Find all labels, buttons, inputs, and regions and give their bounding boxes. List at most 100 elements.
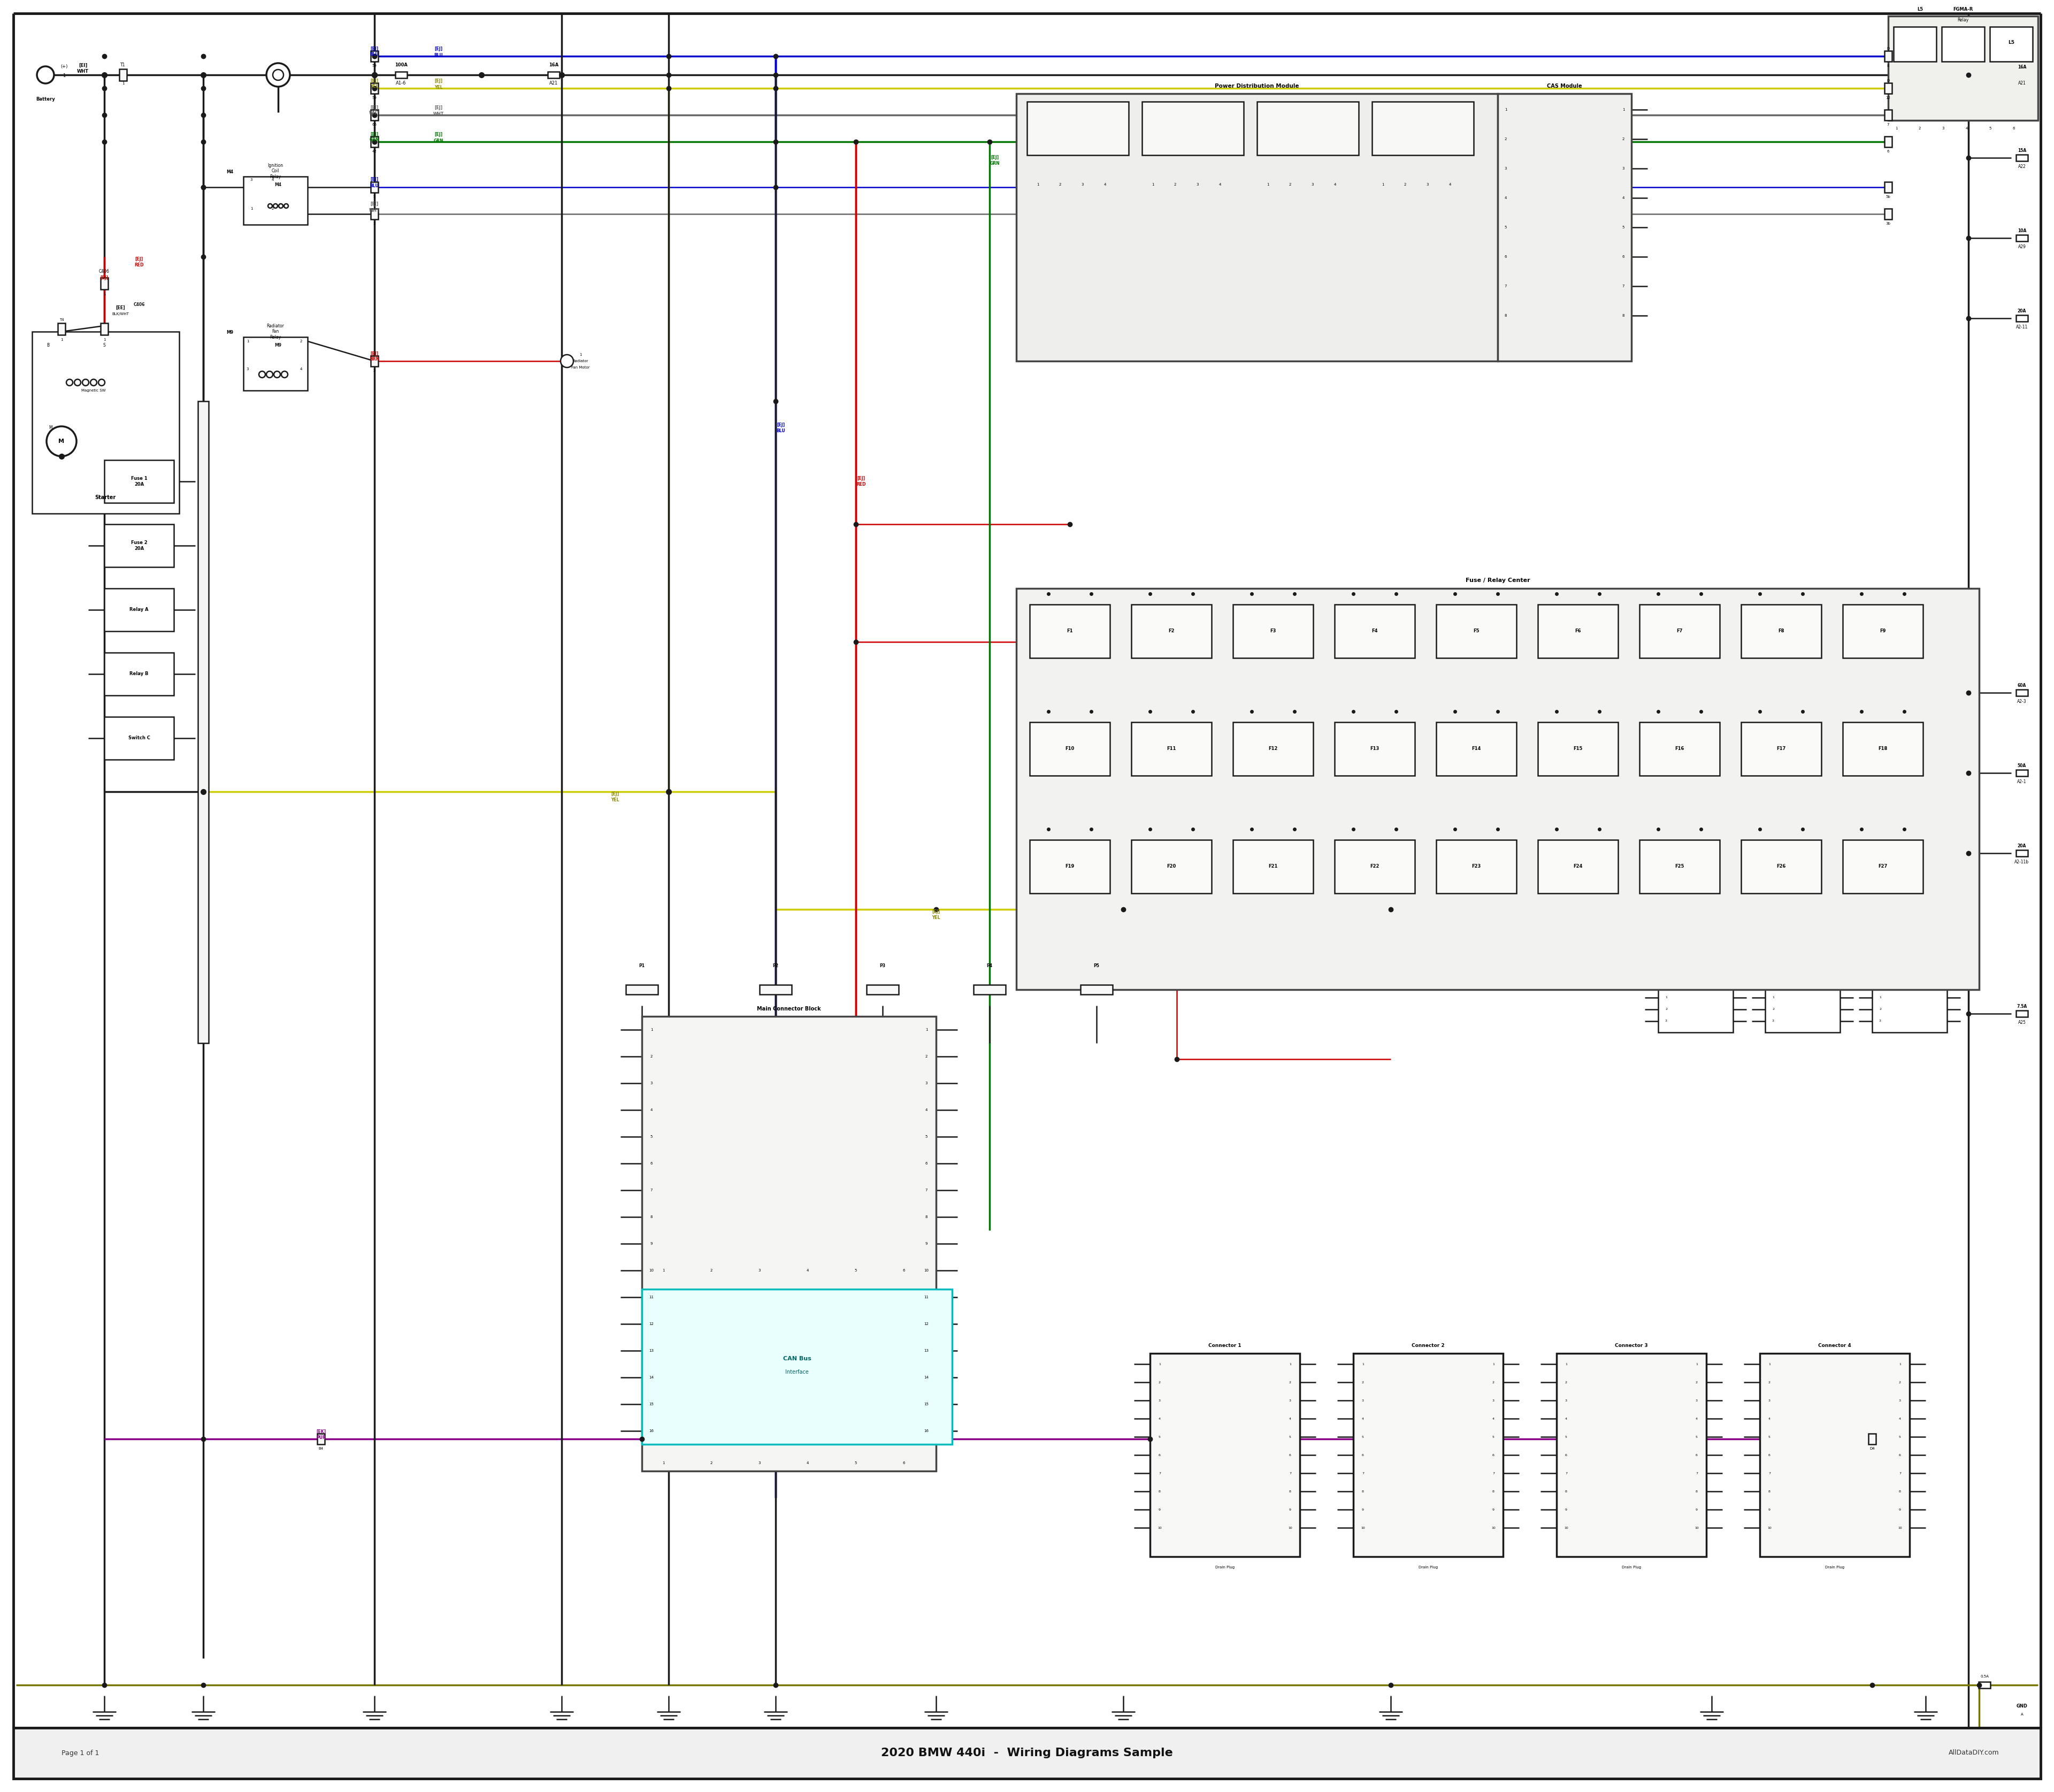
Bar — [1335, 840, 1415, 894]
Bar — [760, 986, 791, 995]
Text: 13: 13 — [924, 1349, 928, 1353]
Bar — [242, 337, 308, 391]
Text: 8: 8 — [1504, 314, 1508, 317]
Text: 1: 1 — [1773, 996, 1775, 998]
Text: 1: 1 — [1152, 183, 1154, 186]
Bar — [1335, 722, 1415, 776]
Text: 5: 5 — [1158, 1435, 1161, 1439]
Text: 13: 13 — [649, 1349, 653, 1353]
Text: 7: 7 — [1898, 1471, 1902, 1475]
Text: F18: F18 — [1877, 747, 1888, 751]
Text: 1: 1 — [924, 1029, 928, 1032]
Text: 9: 9 — [1290, 1509, 1292, 1511]
Text: F11: F11 — [1167, 747, 1177, 751]
Text: [EK]: [EK] — [316, 1428, 327, 1434]
Bar — [1132, 840, 1212, 894]
Text: 5: 5 — [1697, 1435, 1699, 1439]
Text: 3: 3 — [1425, 183, 1430, 186]
Bar — [1742, 604, 1822, 658]
Text: 6: 6 — [1623, 254, 1625, 258]
Text: 12: 12 — [649, 1322, 653, 1326]
Bar — [1888, 16, 2038, 120]
Text: BLU: BLU — [370, 183, 378, 188]
Text: 2: 2 — [711, 1462, 713, 1464]
Text: GRN: GRN — [433, 138, 444, 143]
Text: 1: 1 — [103, 292, 105, 296]
Text: 1: 1 — [1898, 1362, 1902, 1366]
Bar — [316, 1434, 325, 1444]
Text: F21: F21 — [1269, 864, 1278, 869]
Text: 1: 1 — [1896, 127, 1898, 131]
Text: 6: 6 — [1504, 254, 1508, 258]
Text: 1: 1 — [1504, 108, 1508, 111]
Text: 9: 9 — [1362, 1509, 1364, 1511]
Text: 9: 9 — [1768, 1509, 1771, 1511]
Text: 2: 2 — [924, 1055, 928, 1057]
Text: P4: P4 — [986, 962, 992, 968]
Bar — [242, 177, 308, 224]
Bar — [1080, 986, 1113, 995]
Text: 3: 3 — [1623, 167, 1625, 170]
Text: P1: P1 — [639, 962, 645, 968]
Text: 3: 3 — [651, 1082, 653, 1084]
Text: 4: 4 — [807, 1462, 809, 1464]
Text: Fuse 1
20A: Fuse 1 20A — [131, 477, 148, 487]
Text: F22: F22 — [1370, 864, 1380, 869]
Text: 4: 4 — [1697, 1417, 1699, 1419]
Text: 3: 3 — [924, 1082, 928, 1084]
Text: 6: 6 — [651, 1161, 653, 1165]
Circle shape — [267, 63, 290, 86]
Text: [EJ]: [EJ] — [435, 133, 444, 136]
Text: 10: 10 — [1695, 1527, 1699, 1529]
Text: 3b: 3b — [1886, 222, 1890, 226]
Circle shape — [273, 204, 277, 208]
Text: 2: 2 — [1060, 183, 1062, 186]
Bar — [2017, 690, 2027, 695]
Text: 2: 2 — [1290, 1382, 1292, 1383]
Text: 8: 8 — [1888, 65, 1890, 68]
Text: 4: 4 — [924, 1109, 928, 1111]
Text: 2: 2 — [1362, 1382, 1364, 1383]
Text: 10: 10 — [1491, 1527, 1495, 1529]
Text: 4: 4 — [651, 1109, 653, 1111]
Text: 2: 2 — [711, 1269, 713, 1272]
Text: BRN: BRN — [370, 357, 380, 362]
Bar — [1027, 102, 1128, 156]
Text: 5: 5 — [374, 195, 376, 199]
Text: 6: 6 — [1697, 1453, 1699, 1457]
Bar — [2017, 235, 2027, 242]
Text: 1: 1 — [661, 1462, 665, 1464]
Text: 5: 5 — [1565, 1435, 1567, 1439]
Text: 7: 7 — [1768, 1471, 1771, 1475]
Circle shape — [279, 204, 283, 208]
Text: F10: F10 — [1066, 747, 1074, 751]
Text: 12: 12 — [924, 1322, 928, 1326]
Text: WHT: WHT — [370, 111, 380, 116]
Text: 2: 2 — [1898, 1382, 1902, 1383]
Text: 6: 6 — [1362, 1453, 1364, 1457]
Text: D4: D4 — [1869, 1446, 1875, 1450]
Text: 7: 7 — [1290, 1471, 1292, 1475]
Text: B4: B4 — [318, 1446, 322, 1450]
Text: 1: 1 — [1037, 183, 1039, 186]
Text: 8: 8 — [1493, 1489, 1495, 1493]
Text: [EJ]: [EJ] — [370, 351, 378, 357]
Text: Fuse / Relay Center: Fuse / Relay Center — [1465, 577, 1530, 582]
Text: A1-6: A1-6 — [396, 81, 407, 86]
Text: [EJ]: [EJ] — [435, 47, 444, 52]
Text: M: M — [49, 425, 53, 430]
Text: [EJ]
RED: [EJ] RED — [134, 256, 144, 267]
Text: 8: 8 — [1290, 1489, 1292, 1493]
Bar — [1372, 102, 1473, 156]
Bar — [1029, 604, 1109, 658]
Bar — [641, 1288, 953, 1444]
Text: Ignition
Coil
Relay: Ignition Coil Relay — [267, 163, 283, 179]
Text: 2: 2 — [1697, 1382, 1699, 1383]
Text: 2: 2 — [1493, 1382, 1495, 1383]
Text: C406: C406 — [99, 269, 109, 274]
Text: 10: 10 — [1288, 1527, 1292, 1529]
Bar — [1017, 588, 1980, 989]
Text: 4: 4 — [1565, 1417, 1567, 1419]
Bar — [2017, 771, 2027, 776]
Bar — [370, 181, 378, 192]
